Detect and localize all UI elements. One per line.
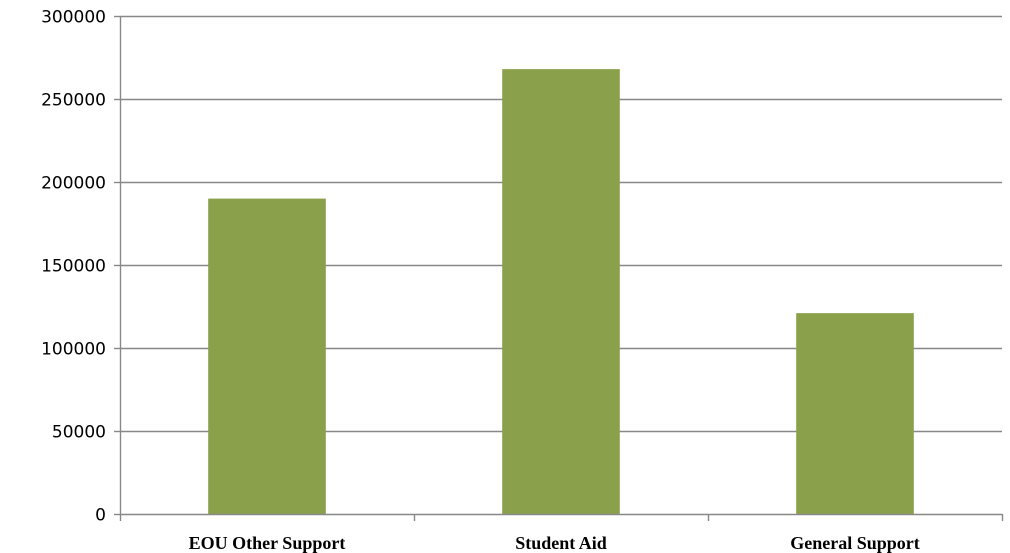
bar-student-aid bbox=[502, 69, 620, 515]
x-tick-label: EOU Other Support bbox=[189, 533, 346, 553]
y-tick-label: 50000 bbox=[52, 423, 106, 443]
y-tick-label: 250000 bbox=[41, 91, 106, 111]
x-tick-label: Student Aid bbox=[515, 533, 607, 553]
y-tick-label: 0 bbox=[95, 506, 106, 526]
y-tick-label: 100000 bbox=[41, 340, 106, 360]
axes bbox=[114, 15, 1004, 521]
bar-eou-other-support bbox=[208, 198, 326, 514]
y-tick-label: 150000 bbox=[41, 257, 106, 277]
y-tick-label: 200000 bbox=[41, 174, 106, 194]
tick-labels: 0 50000 100000 150000 200000 250000 300000 EOU … bbox=[41, 8, 920, 553]
bar-general-support bbox=[796, 313, 914, 514]
x-tick-label: General Support bbox=[790, 533, 920, 553]
y-tick-label: 300000 bbox=[41, 8, 106, 28]
bars bbox=[208, 69, 914, 515]
